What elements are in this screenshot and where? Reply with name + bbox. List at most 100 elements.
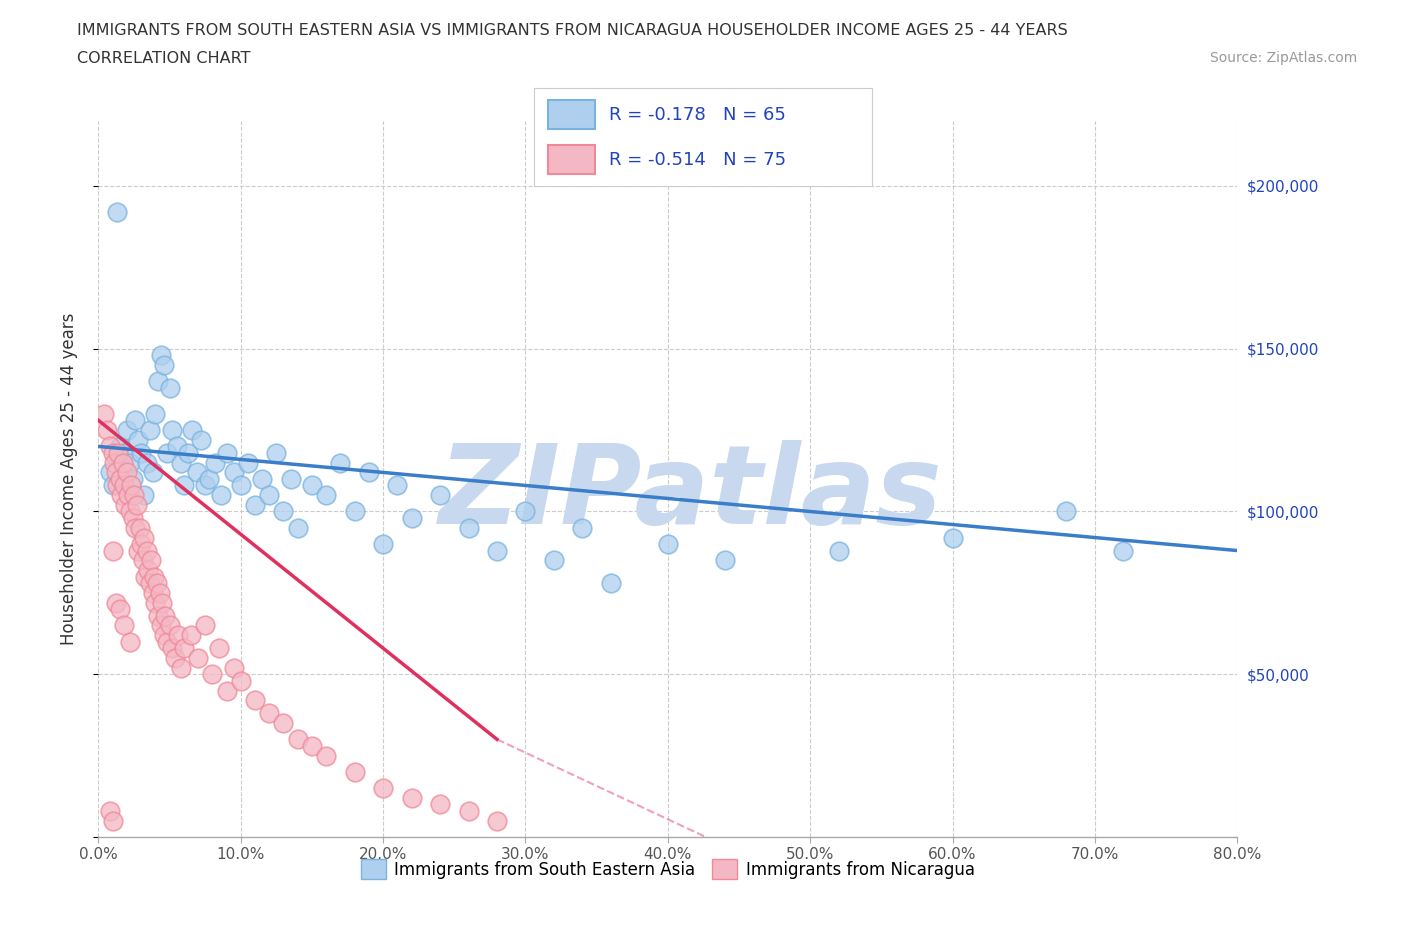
Point xyxy=(96,422,118,438)
Point xyxy=(104,595,127,610)
Text: R = -0.178   N = 65: R = -0.178 N = 65 xyxy=(609,106,786,124)
FancyBboxPatch shape xyxy=(548,145,595,174)
Text: IMMIGRANTS FROM SOUTH EASTERN ASIA VS IMMIGRANTS FROM NICARAGUA HOUSEHOLDER INCO: IMMIGRANTS FROM SOUTH EASTERN ASIA VS IM… xyxy=(77,23,1069,38)
Point xyxy=(162,422,184,438)
Point xyxy=(135,456,157,471)
Point xyxy=(215,683,238,698)
Point xyxy=(115,422,138,438)
Point xyxy=(93,406,115,421)
Point xyxy=(457,804,479,818)
Point xyxy=(222,465,245,480)
Point xyxy=(112,445,135,460)
Point xyxy=(486,543,509,558)
Point xyxy=(138,576,160,591)
Point xyxy=(387,478,409,493)
Point xyxy=(103,456,125,471)
Point xyxy=(166,439,188,454)
Point xyxy=(209,488,232,503)
Point xyxy=(120,478,142,493)
Point xyxy=(259,706,281,721)
Point xyxy=(136,563,159,578)
Point xyxy=(141,586,163,601)
Point xyxy=(571,521,593,536)
Point xyxy=(259,488,281,503)
Point xyxy=(159,618,181,633)
Point xyxy=(187,651,209,666)
Point xyxy=(273,716,295,731)
Point xyxy=(118,634,141,649)
Point xyxy=(208,641,231,656)
Point xyxy=(139,552,162,567)
Point xyxy=(236,456,259,471)
Point xyxy=(150,348,173,363)
Point xyxy=(146,576,169,591)
Point xyxy=(132,488,155,503)
Point xyxy=(124,521,146,536)
Point xyxy=(108,602,131,617)
Point xyxy=(486,813,509,829)
Point xyxy=(129,445,152,460)
Point xyxy=(287,521,309,536)
Point xyxy=(180,628,202,643)
Point xyxy=(153,358,176,373)
Point xyxy=(301,478,323,493)
Point xyxy=(101,478,124,493)
Point xyxy=(429,488,451,503)
Point xyxy=(111,456,134,471)
Point xyxy=(177,445,200,460)
Point xyxy=(127,432,149,447)
Point xyxy=(152,595,174,610)
Point xyxy=(173,641,195,656)
Point xyxy=(145,406,167,421)
Text: CORRELATION CHART: CORRELATION CHART xyxy=(77,51,250,66)
Point xyxy=(124,413,146,428)
Point xyxy=(942,530,965,545)
Point xyxy=(118,456,141,471)
Point xyxy=(155,608,177,623)
Point xyxy=(170,660,193,675)
Point xyxy=(201,667,224,682)
Point xyxy=(141,465,163,480)
Point xyxy=(243,693,266,708)
Point xyxy=(1056,504,1078,519)
Point xyxy=(222,660,245,675)
Point xyxy=(657,537,679,551)
Point xyxy=(134,569,156,584)
Text: ZIPatlas: ZIPatlas xyxy=(439,440,942,547)
Point xyxy=(457,521,479,536)
Point xyxy=(170,456,193,471)
Point xyxy=(181,422,204,438)
Point xyxy=(329,456,352,471)
Point xyxy=(127,543,149,558)
Point xyxy=(280,472,302,486)
Point xyxy=(122,488,145,503)
Point xyxy=(287,732,309,747)
Point xyxy=(153,628,176,643)
Point xyxy=(107,445,129,460)
Point xyxy=(159,380,181,395)
Point xyxy=(105,205,128,219)
Point xyxy=(273,504,295,519)
Point xyxy=(343,764,366,779)
Point xyxy=(108,439,131,454)
Point xyxy=(543,552,565,567)
Point xyxy=(1112,543,1135,558)
Point xyxy=(138,422,160,438)
Point xyxy=(250,472,273,486)
Point xyxy=(357,465,380,480)
Point xyxy=(121,472,143,486)
Point xyxy=(149,586,172,601)
Point xyxy=(167,628,190,643)
Point xyxy=(129,537,152,551)
Point xyxy=(373,537,395,551)
Point xyxy=(266,445,288,460)
Point xyxy=(112,618,135,633)
Point xyxy=(131,552,153,567)
Point xyxy=(104,465,127,480)
Point xyxy=(343,504,366,519)
Point xyxy=(108,472,131,486)
Point xyxy=(401,790,423,805)
Point xyxy=(110,488,132,503)
Point xyxy=(243,498,266,512)
Point xyxy=(301,738,323,753)
